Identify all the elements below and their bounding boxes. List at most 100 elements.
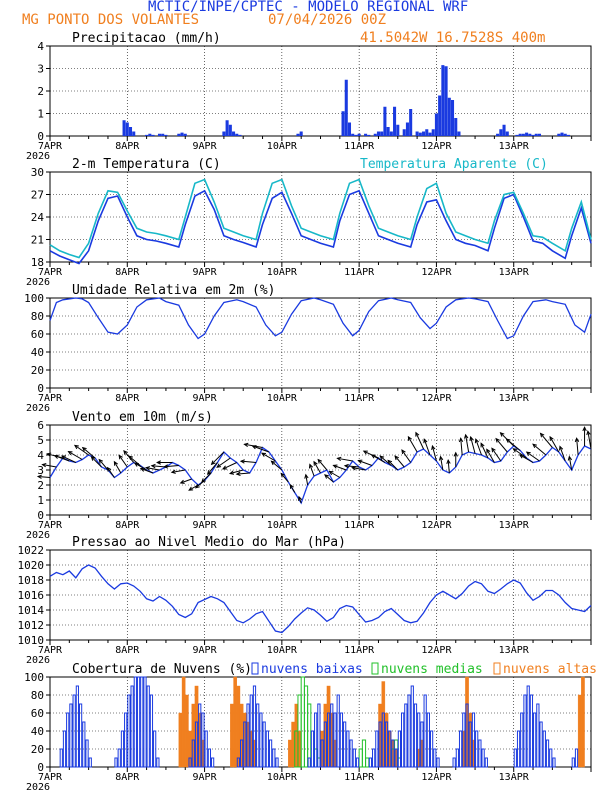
precip-bar xyxy=(518,133,522,136)
precip-bar xyxy=(525,132,529,136)
precip-xtick-label: 11APR xyxy=(344,141,375,152)
cloud-low-bar xyxy=(133,676,137,768)
cloud-low-bar xyxy=(268,739,273,768)
precip-bar xyxy=(418,132,422,136)
wind-arrowhead xyxy=(289,483,294,489)
cloud-low-bar xyxy=(69,703,73,768)
pres-ytick-label: 1010 xyxy=(18,634,45,647)
cloud-low-bar xyxy=(198,703,202,768)
wind-arrow xyxy=(394,455,405,468)
wind-arrowhead xyxy=(453,451,458,457)
precip-bar xyxy=(164,134,168,136)
wind-arrowhead xyxy=(90,456,96,461)
cloud-low-bar xyxy=(410,685,414,768)
wind-arrowhead xyxy=(539,432,545,438)
temp-title: 2-m Temperatura (C) xyxy=(72,157,221,172)
wind-arrowhead xyxy=(179,479,185,484)
cloud-low-bar xyxy=(143,676,147,768)
wind-arrow xyxy=(440,456,444,471)
cloud-legend-0: nuvens baixas xyxy=(261,662,363,677)
cloud-low-bar xyxy=(384,721,389,768)
precip-bar xyxy=(148,133,152,136)
cloud-low-bar xyxy=(533,712,537,768)
precip-bar xyxy=(180,132,184,136)
wind-arrow xyxy=(82,447,96,459)
cloud-high-bar xyxy=(288,739,292,768)
temp-xtick-label: 9APR xyxy=(193,267,218,278)
cloud-low-bar xyxy=(481,748,485,768)
wind-arrow xyxy=(146,467,160,471)
pres-ytick-label: 1022 xyxy=(18,544,45,557)
precip-bar xyxy=(389,131,393,136)
precip-bar xyxy=(499,129,503,136)
cloud-low-bar xyxy=(465,703,469,768)
wind-arrow xyxy=(42,464,57,468)
wind-arrow xyxy=(329,471,341,478)
precip-xtick-label: 8APR xyxy=(115,141,140,152)
cloud-year-label: 2026 xyxy=(26,782,50,792)
wind-arrow xyxy=(216,457,231,468)
temp-ytick-label: 18 xyxy=(31,256,44,269)
cloud-low-bar xyxy=(352,748,356,768)
precip-ytick-label: 4 xyxy=(37,40,44,53)
cloud-low-bar xyxy=(394,748,398,768)
wind-arrowhead xyxy=(438,455,444,461)
cloud-low-bar xyxy=(246,703,250,768)
precip-xtick-label: 7APR xyxy=(38,141,63,152)
wind-arrowhead xyxy=(118,454,123,460)
cloud-low-bar xyxy=(75,685,79,768)
cloud-low-bar xyxy=(207,748,212,768)
wind-arrow xyxy=(38,475,51,478)
cloud-low-bar xyxy=(249,694,253,768)
wind-arrow xyxy=(532,443,547,456)
wind-arrowhead xyxy=(518,454,524,459)
wind-arrowhead xyxy=(512,448,518,453)
cloud-low-bar xyxy=(397,730,402,768)
wind-arrow xyxy=(352,467,366,471)
wind-ytick-label: 6 xyxy=(37,419,44,432)
cloud-legend-1: nuvens medias xyxy=(381,662,483,677)
cloud-low-bar xyxy=(314,712,318,768)
cloud-low-bar xyxy=(407,694,411,768)
cloud-low-bar xyxy=(355,757,360,768)
cloud-low-bar xyxy=(130,685,134,768)
rh-ytick-label: 80 xyxy=(31,310,44,323)
wind-arrowhead xyxy=(379,455,385,460)
wind-arrowhead xyxy=(505,438,511,443)
wind-arrow xyxy=(587,431,592,450)
wind-arrow xyxy=(576,438,579,456)
cloud-xtick-label: 7APR xyxy=(38,772,63,783)
wind-arrowhead xyxy=(243,442,249,448)
precip-bar xyxy=(396,124,400,136)
wind-ytick-label: 1 xyxy=(37,494,44,507)
cloud-low-bar xyxy=(574,748,579,768)
cloud-high-bar xyxy=(233,676,237,768)
cloud-low-bar xyxy=(349,739,353,768)
temp-xtick-label: 11APR xyxy=(344,267,375,278)
precip-xtick-label: 9APR xyxy=(193,141,218,152)
cloud-low-bar xyxy=(310,730,315,768)
wind-arrowhead xyxy=(423,438,428,444)
wind-arrowhead xyxy=(332,464,338,469)
cloud-low-bar xyxy=(458,730,463,768)
precip-bar xyxy=(415,131,419,136)
cloud-low-bar xyxy=(426,712,430,768)
pres-xtick-label: 12APR xyxy=(421,645,452,656)
wind-xtick-label: 9APR xyxy=(193,520,218,531)
cloud-low-bar xyxy=(343,721,347,768)
wind-xtick-label: 8APR xyxy=(115,520,140,531)
wind-arrow xyxy=(289,484,296,493)
temp-year-label: 2026 xyxy=(26,277,50,288)
wind-arrowhead xyxy=(387,459,393,465)
wind-arrowhead xyxy=(324,474,329,479)
wind-arrowhead xyxy=(469,435,474,441)
precip-bar xyxy=(225,120,229,136)
wind-arrowhead xyxy=(525,451,531,456)
wind-arrow xyxy=(495,438,508,453)
wind-arrow xyxy=(140,468,154,474)
wind-arrowhead xyxy=(499,431,505,437)
wind-arrow xyxy=(171,469,186,473)
wind-arrowhead xyxy=(170,469,176,474)
cloud-ytick-label: 20 xyxy=(31,743,44,756)
wind-arrow xyxy=(371,454,386,463)
